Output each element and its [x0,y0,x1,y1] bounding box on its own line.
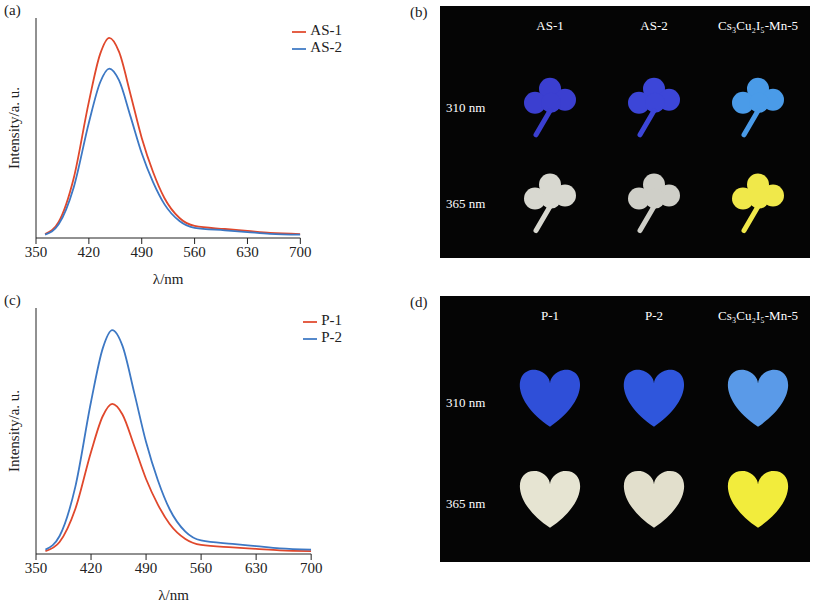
svg-text:P-2: P-2 [645,308,663,323]
svg-text:AS-1: AS-1 [536,18,563,33]
svg-text:420: 420 [78,244,101,260]
html-text:AS-1: AS-1 [310,22,342,38]
svg-text:AS-2: AS-2 [640,18,667,33]
svg-text:Intensity/a. u.: Intensity/a. u. [6,390,22,472]
html-text:(b): (b) [410,4,428,20]
svg-text:Cs₃Cu₂I₅-Mn-5: Cs₃Cu₂I₅-Mn-5 [718,18,798,33]
svg-text:350: 350 [25,244,48,260]
svg-text:Intensity/a. u.: Intensity/a. u. [6,87,22,169]
svg-text:490: 490 [135,560,158,576]
html-text:AS-2: AS-2 [310,39,342,55]
html-text:P-2: P-2 [321,329,342,345]
html-text:(c): (c) [4,292,21,308]
svg-text:350: 350 [25,560,48,576]
svg-text:P-1: P-1 [541,308,559,323]
svg-text:365 nm: 365 nm [446,196,485,211]
svg-text:630: 630 [245,560,268,576]
svg-text:630: 630 [236,244,259,260]
svg-text:490: 490 [130,244,153,260]
svg-text:700: 700 [289,244,312,260]
html-text:(a): (a) [4,2,21,18]
html-text:P-1: P-1 [321,312,342,328]
svg-text:λ/nm: λ/nm [158,587,189,603]
svg-text:560: 560 [190,560,213,576]
svg-text:310 nm: 310 nm [446,395,485,410]
svg-text:λ/nm: λ/nm [153,271,184,287]
svg-text:560: 560 [183,244,206,260]
svg-text:365 nm: 365 nm [446,496,485,511]
svg-text:310 nm: 310 nm [446,100,485,115]
html-text:(d): (d) [410,294,428,310]
svg-text:700: 700 [300,560,323,576]
svg-text:Cs₃Cu₂I₅-Mn-5: Cs₃Cu₂I₅-Mn-5 [718,308,798,323]
svg-text:420: 420 [80,560,103,576]
